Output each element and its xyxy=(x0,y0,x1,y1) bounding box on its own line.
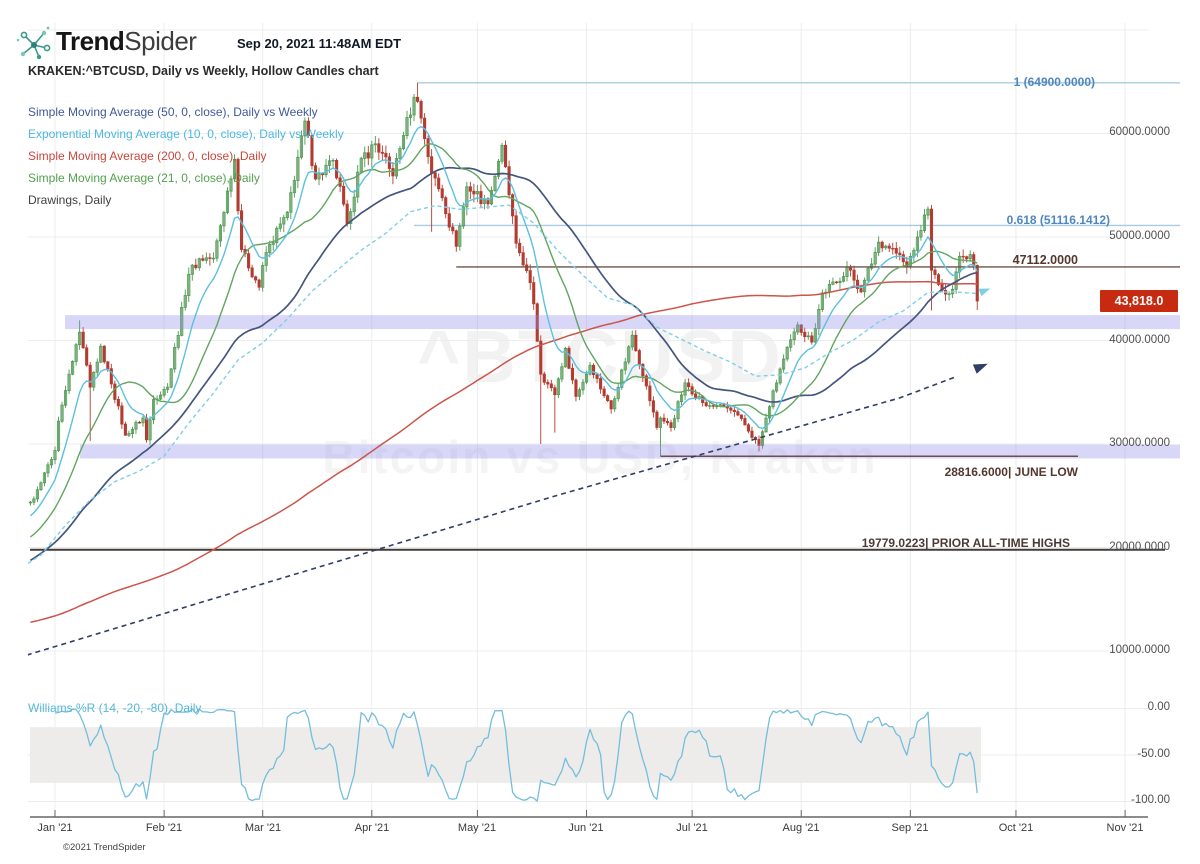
price-pane[interactable] xyxy=(16,82,1180,656)
price-axis-label: 40000.0000 xyxy=(1109,334,1170,346)
month-label: Apr '21 xyxy=(354,822,390,834)
resistance-price-label[interactable]: 47112.0000 xyxy=(1012,253,1078,267)
trendspider-logo-icon[interactable] xyxy=(14,24,54,64)
month-label: Mar '21 xyxy=(244,822,282,834)
williams-tick: -100.00 xyxy=(1130,794,1170,806)
month-label: May '21 xyxy=(457,822,497,834)
legend-item-sma21[interactable]: Simple Moving Average (21, 0, close), Da… xyxy=(28,171,260,185)
month-label: Sep '21 xyxy=(891,822,929,834)
price-axis-label: 30000.0000 xyxy=(1109,437,1170,449)
logo-text-light: Spider xyxy=(124,26,197,56)
month-label: Feb '21 xyxy=(145,822,183,834)
last-price-badge: 43,818.0 xyxy=(1100,290,1178,312)
month-label: Nov '21 xyxy=(1106,822,1144,834)
logo-text[interactable]: TrendSpider xyxy=(56,26,197,57)
june-low-label[interactable]: 28816.6000| JUNE LOW xyxy=(944,465,1078,479)
price-axis-label: 60000.0000 xyxy=(1109,126,1170,138)
williams-tick: -50.00 xyxy=(1137,748,1170,760)
indicator-legend: Simple Moving Average (50, 0, close), Da… xyxy=(28,101,344,211)
williams-r-title[interactable]: Williams %R (14, -20, -80), Daily xyxy=(28,701,202,715)
watermark-subtitle: Bitcoin vs USD, Kraken xyxy=(0,430,1200,484)
footer-copyright: ©2021 TrendSpider xyxy=(63,842,146,853)
fib-label-0618[interactable]: 0.618 (51116.1412) xyxy=(1006,213,1110,227)
price-axis-label: 10000.0000 xyxy=(1109,644,1170,656)
price-axis-label: 50000.0000 xyxy=(1109,230,1170,242)
williams-pane[interactable] xyxy=(30,708,981,802)
month-label: Jan '21 xyxy=(37,822,73,834)
month-label: Jun '21 xyxy=(568,822,604,834)
legend-item-sma200[interactable]: Simple Moving Average (200, 0, close), D… xyxy=(28,149,267,163)
chart-title: KRAKEN:^BTCUSD, Daily vs Weekly, Hollow … xyxy=(28,64,379,78)
fib-label-1[interactable]: 1 (64900.0000) xyxy=(1013,75,1095,89)
legend-item-ema10[interactable]: Exponential Moving Average (10, 0, close… xyxy=(28,127,344,141)
month-label: Oct '21 xyxy=(998,822,1034,834)
legend-item-sma50[interactable]: Simple Moving Average (50, 0, close), Da… xyxy=(28,105,318,119)
month-label: Jul '21 xyxy=(676,822,708,834)
prior-ath-label[interactable]: 19779.0223| PRIOR ALL-TIME HIGHS xyxy=(861,536,1070,550)
chart-timestamp: Sep 20, 2021 11:48AM EDT xyxy=(237,36,402,51)
month-label: Aug '21 xyxy=(782,822,820,834)
williams-tick: 0.00 xyxy=(1147,701,1170,713)
legend-item-drawings[interactable]: Drawings, Daily xyxy=(28,193,112,207)
price-axis-label: 20000.0000 xyxy=(1109,541,1170,553)
time-axis xyxy=(30,810,1148,818)
chart-gridlines xyxy=(28,23,1148,817)
logo-text-bold: Trend xyxy=(56,26,125,56)
